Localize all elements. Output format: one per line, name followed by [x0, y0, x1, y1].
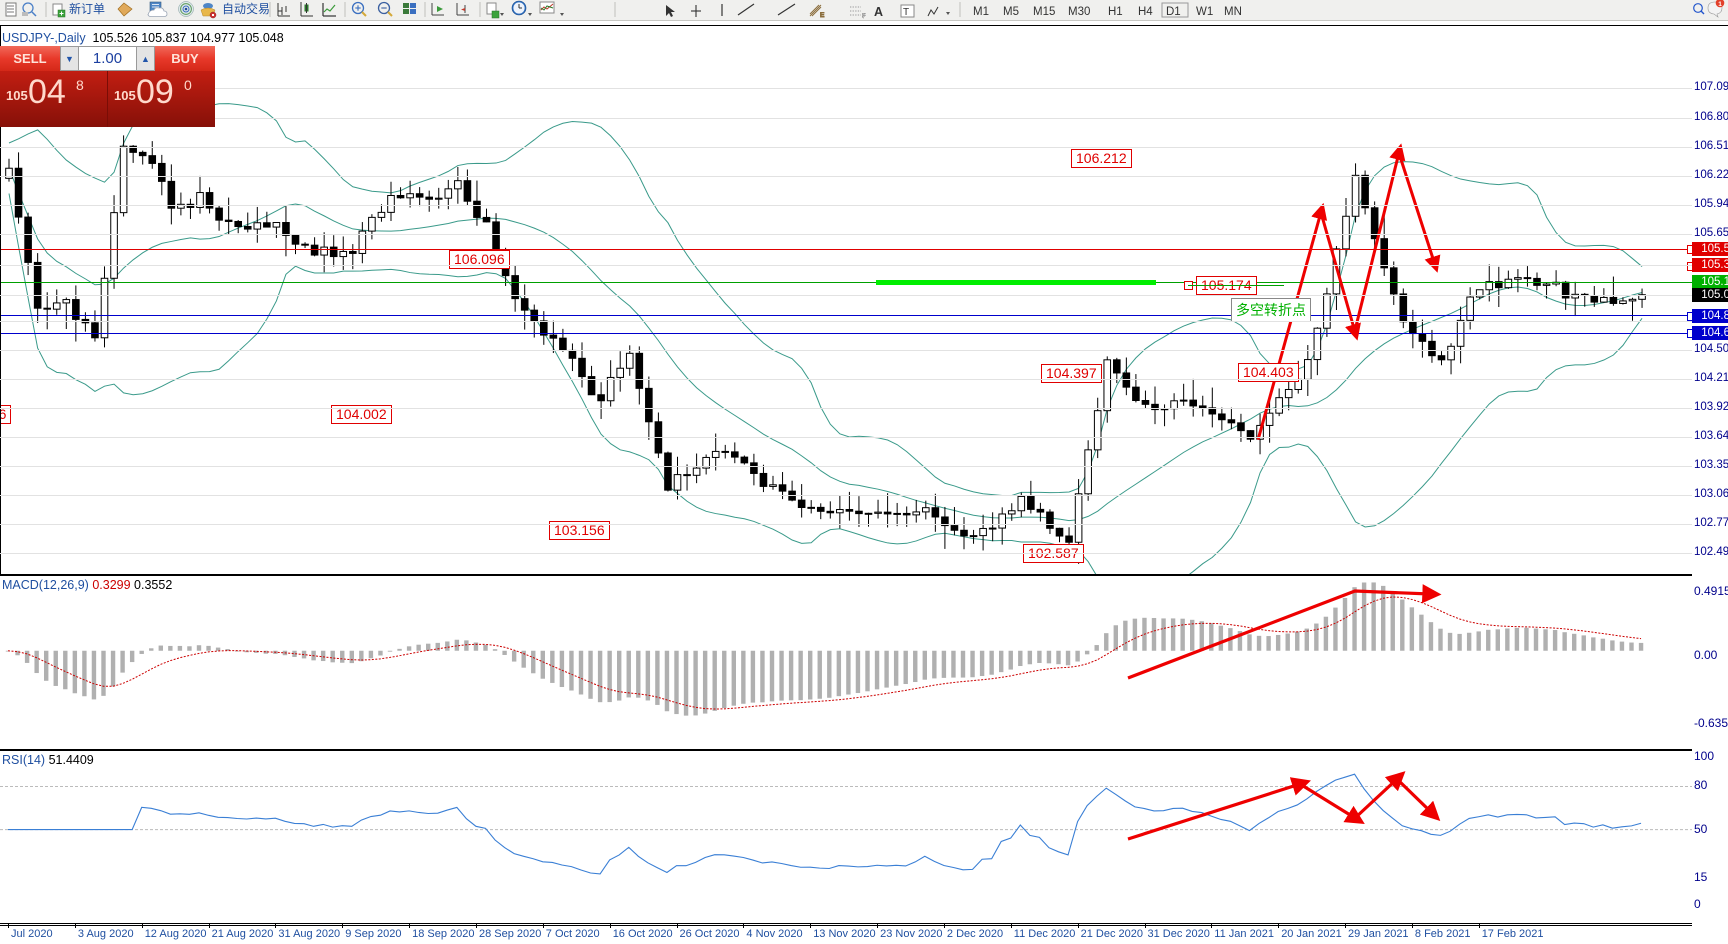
svg-text:自动交易: 自动交易: [222, 1, 270, 16]
svg-text:F: F: [862, 13, 866, 20]
svg-text:W1: W1: [1196, 6, 1213, 18]
svg-text:E: E: [820, 12, 825, 19]
svg-text:A: A: [874, 5, 883, 19]
svg-text:M30: M30: [1068, 6, 1090, 18]
svg-text:M1: M1: [973, 6, 989, 18]
svg-text:H4: H4: [1138, 6, 1153, 18]
svg-text:1: 1: [1718, 1, 1722, 8]
svg-text:新订单: 新订单: [69, 1, 105, 16]
svg-text:M15: M15: [1033, 6, 1055, 18]
svg-text:M5: M5: [1003, 6, 1019, 18]
svg-text:D1: D1: [1166, 6, 1181, 18]
svg-text:T: T: [903, 7, 909, 18]
svg-text:MN: MN: [1224, 6, 1242, 18]
svg-text:H1: H1: [1108, 6, 1123, 18]
